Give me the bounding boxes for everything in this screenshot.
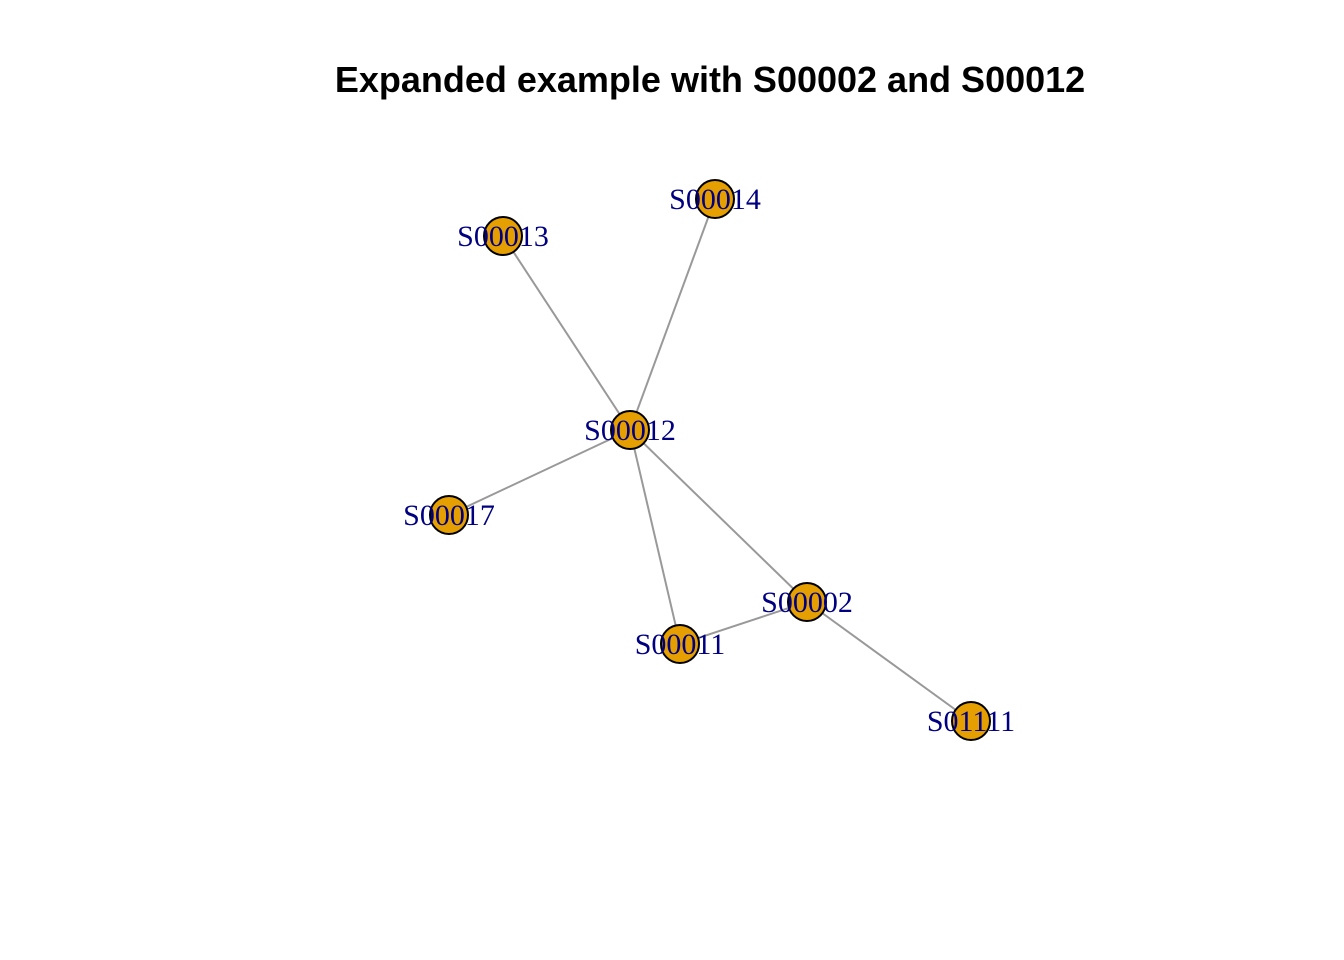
edge-s00002-s00011 <box>679 601 808 645</box>
node-s00013: S00013 <box>457 216 549 256</box>
node-label: S00011 <box>635 628 726 661</box>
node-label: S00013 <box>457 220 549 253</box>
node-circle <box>951 701 991 741</box>
nodes-layer: S00014 S00013 S00012 S00017 S00002 S00011 S011… <box>403 179 1015 741</box>
edge-s00012-s00013 <box>502 235 631 431</box>
diagram-title: Expanded example with S00002 and S00012 <box>335 59 1085 100</box>
edge-s00012-s00011 <box>629 429 681 645</box>
node-s00017: S00017 <box>403 495 495 535</box>
node-circle <box>695 179 735 219</box>
edge-s00002-s01111 <box>806 601 972 722</box>
node-circle <box>787 582 827 622</box>
edge-s00012-s00017 <box>448 429 631 516</box>
node-circle <box>610 410 650 450</box>
node-label: S00014 <box>669 183 761 216</box>
node-s00012: S00012 <box>584 410 676 450</box>
node-label: S00017 <box>403 499 495 532</box>
node-label: S00012 <box>584 414 676 447</box>
edges-layer <box>448 198 972 722</box>
node-circle <box>483 216 523 256</box>
edge-s00012-s00002 <box>629 429 808 603</box>
node-circle <box>660 624 700 664</box>
node-s01111: S01111 <box>927 701 1015 741</box>
node-s00014: S00014 <box>669 179 761 219</box>
node-label: S00002 <box>761 586 853 619</box>
node-label: S01111 <box>927 705 1015 738</box>
node-circle <box>429 495 469 535</box>
edge-s00012-s00014 <box>629 198 716 431</box>
node-s00002: S00002 <box>761 582 853 622</box>
node-s00011: S00011 <box>635 624 726 664</box>
